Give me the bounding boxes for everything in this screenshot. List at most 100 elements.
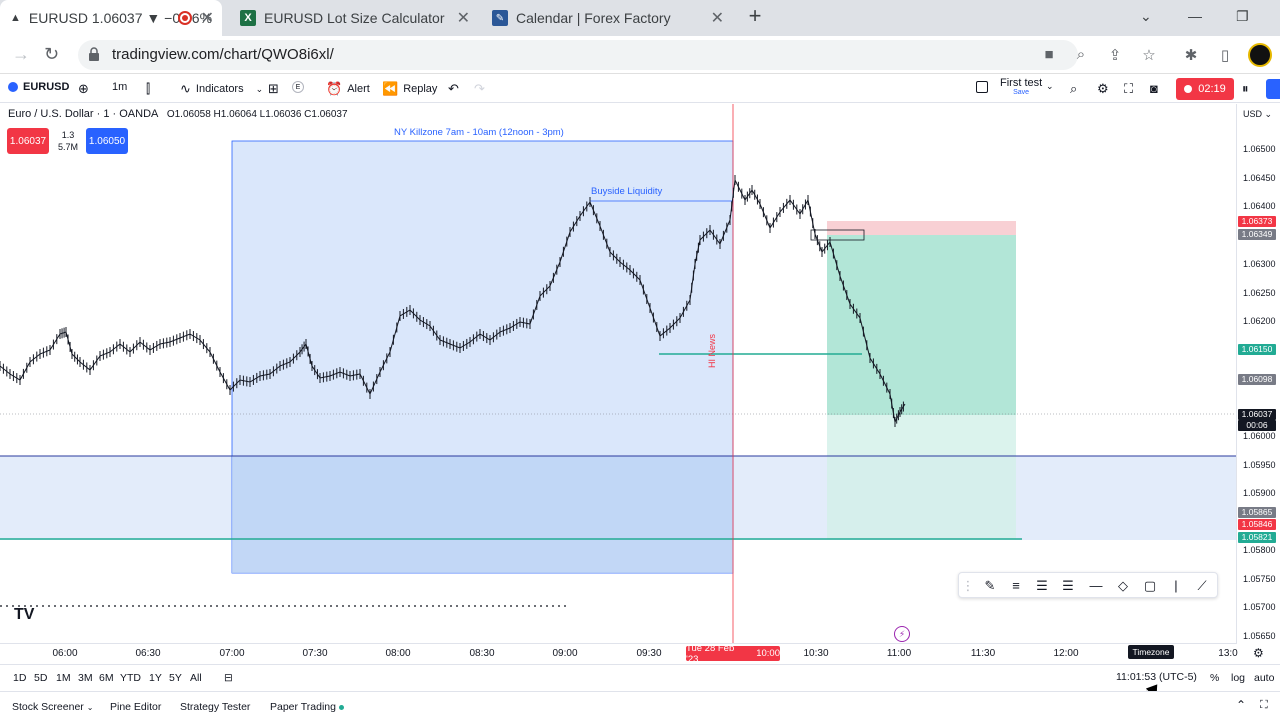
- address-bar: → ↻ tradingview.com/chart/QWO8i6xl/ ■ ⌕ …: [0, 36, 1280, 74]
- vertical-line-icon[interactable]: |: [1174, 578, 1178, 593]
- stock-screener-label: Stock Screener: [12, 701, 84, 713]
- log-scale-button[interactable]: log: [1231, 672, 1246, 684]
- interval-button[interactable]: 1m: [112, 81, 127, 93]
- buyside-liquidity-label[interactable]: Buyside Liquidity: [591, 186, 663, 197]
- sidepanel-icon[interactable]: ▯: [1220, 47, 1230, 64]
- tradingview-logo[interactable]: TV: [14, 606, 35, 623]
- time-axis[interactable]: [0, 643, 1236, 663]
- price-label: 1.06000: [1243, 431, 1276, 441]
- tab-search-chevron-icon[interactable]: ⌄: [1140, 8, 1152, 24]
- goto-date-icon[interactable]: ⊟: [224, 672, 233, 684]
- collapse-panel-icon[interactable]: ⌃: [1236, 698, 1247, 712]
- lightning-event-icon[interactable]: ⚡: [894, 626, 910, 642]
- camera-icon[interactable]: ■: [1044, 46, 1054, 63]
- maximize-panel-icon[interactable]: ⛶: [1260, 699, 1268, 711]
- clock-timezone[interactable]: 11:01:53 (UTC-5): [1116, 671, 1197, 683]
- recording-timer-button[interactable]: 02:19: [1176, 78, 1234, 100]
- indicators-button[interactable]: ∿ Indicators ⌄: [180, 81, 263, 97]
- line-color-icon[interactable]: ≡: [1012, 578, 1020, 593]
- price-tag-gray2: 1.05865: [1238, 507, 1276, 518]
- settings-gear-icon[interactable]: ⚙: [1097, 81, 1109, 96]
- layout-chevron-icon[interactable]: ⌄: [1046, 81, 1054, 91]
- replay-label: Replay: [403, 83, 438, 95]
- range-3m[interactable]: 3M: [78, 672, 93, 684]
- replay-button[interactable]: ⏪ Replay: [382, 81, 437, 97]
- range-ytd[interactable]: YTD: [120, 672, 141, 684]
- e-button[interactable]: E: [292, 81, 304, 93]
- zoom-icon[interactable]: ⌕: [1076, 46, 1086, 63]
- range-1d[interactable]: 1D: [13, 672, 27, 684]
- hi-news-label[interactable]: HI News: [707, 333, 717, 368]
- tab-close-icon[interactable]: ✕: [710, 10, 724, 27]
- candles: [0, 178, 906, 424]
- layout-name-button[interactable]: First test Save: [1000, 78, 1042, 98]
- tab-close-icon[interactable]: ✕: [200, 10, 214, 27]
- currency-selector[interactable]: USD ⌄: [1243, 109, 1273, 119]
- tab-eurusd-chart[interactable]: ▲ EURUSD 1.06037 ▼ −0.06% ✕: [0, 0, 222, 36]
- drag-handle-icon[interactable]: ⋮: [961, 578, 975, 593]
- fullscreen-icon[interactable]: ⛶: [1124, 81, 1134, 96]
- tab-forex-factory[interactable]: ✎ Calendar | Forex Factory ✕: [482, 0, 732, 36]
- buy-button[interactable]: 1.06050: [86, 128, 128, 154]
- url-text[interactable]: tradingview.com/chart/QWO8i6xl/: [112, 46, 334, 63]
- snapshot-camera-icon[interactable]: ◙: [1150, 81, 1158, 96]
- time-label: 09:30: [636, 648, 662, 659]
- range-1m[interactable]: 1M: [56, 672, 71, 684]
- eye-icon[interactable]: ◇: [1118, 578, 1128, 593]
- short-target-area-lower: [827, 415, 1016, 539]
- range-all[interactable]: All: [190, 672, 202, 684]
- profile-avatar[interactable]: [1248, 43, 1272, 67]
- pause-icon[interactable]: ⏸: [1242, 81, 1249, 96]
- sidebar-toggle-icon[interactable]: [1266, 79, 1280, 99]
- forward-icon[interactable]: →: [12, 44, 30, 64]
- axis-settings-gear-icon[interactable]: ⚙: [1253, 646, 1264, 660]
- alert-button[interactable]: ⏰ Alert: [326, 81, 370, 97]
- bookmark-star-icon[interactable]: ☆: [1142, 47, 1156, 64]
- restore-icon[interactable]: ❐: [1236, 8, 1249, 24]
- time-label: 10:30: [803, 648, 829, 659]
- compare-add-icon[interactable]: ⊕: [78, 81, 89, 96]
- sell-button[interactable]: 1.06037: [7, 128, 49, 154]
- chart-toolbar: EURUSD ⊕ 1m ⫿ ∿ Indicators ⌄ ⊞ E ⏰ Alert…: [0, 75, 1280, 103]
- e-label: E: [292, 81, 304, 93]
- range-5d[interactable]: 5D: [34, 672, 48, 684]
- templates-icon[interactable]: ⊞: [268, 81, 279, 96]
- killzone-label[interactable]: NY Killzone 7am - 10am (12noon - 3pm): [394, 127, 564, 138]
- alert-label: Alert: [347, 83, 370, 95]
- strategy-tester-tab[interactable]: Strategy Tester: [180, 701, 251, 713]
- symbol-search[interactable]: EURUSD: [8, 81, 69, 93]
- record-dot-icon: [1184, 85, 1193, 93]
- tab-lot-size-calculator[interactable]: X EURUSD Lot Size Calculator ✕: [230, 0, 478, 36]
- extensions-icon[interactable]: ✱: [1184, 47, 1198, 64]
- line-style-icon[interactable]: ☰: [1036, 578, 1048, 593]
- omnibox[interactable]: tradingview.com/chart/QWO8i6xl/: [78, 40, 1078, 70]
- quick-search-icon[interactable]: ⌕: [1070, 81, 1078, 96]
- stock-screener-tab[interactable]: Stock Screener ⌄: [12, 701, 93, 713]
- range-6m[interactable]: 6M: [99, 672, 114, 684]
- tab-title: EURUSD Lot Size Calculator: [264, 10, 445, 26]
- reload-icon[interactable]: ↻: [44, 44, 60, 64]
- percent-scale-button[interactable]: %: [1210, 672, 1220, 684]
- pine-editor-tab[interactable]: Pine Editor: [110, 701, 162, 713]
- layout-checkbox-icon[interactable]: [976, 81, 988, 93]
- candles-type-icon[interactable]: ⫿: [146, 81, 151, 96]
- tab-close-icon[interactable]: ✕: [456, 10, 470, 27]
- auto-scale-button[interactable]: auto: [1254, 672, 1275, 684]
- undo-icon[interactable]: ↶: [448, 81, 459, 96]
- trend-line-icon[interactable]: ⟋: [1197, 578, 1207, 593]
- candle-ticks: [0, 175, 904, 427]
- brush-icon[interactable]: ✎: [984, 578, 996, 593]
- new-tab-button[interactable]: +: [748, 3, 762, 28]
- line-width-icon[interactable]: ☰: [1062, 578, 1074, 593]
- price-label: 1.06300: [1243, 259, 1276, 269]
- range-5y[interactable]: 5Y: [169, 672, 182, 684]
- minimize-icon[interactable]: —: [1188, 8, 1202, 24]
- range-1y[interactable]: 1Y: [149, 672, 162, 684]
- paper-trading-tab[interactable]: Paper Trading: [270, 701, 344, 713]
- redo-icon[interactable]: ↷: [474, 81, 485, 96]
- share-icon[interactable]: ⇪: [1108, 47, 1122, 64]
- horizontal-line-icon[interactable]: —: [1089, 578, 1103, 593]
- excel-favicon-icon: X: [240, 10, 256, 26]
- rectangle-icon[interactable]: ▢: [1143, 578, 1157, 593]
- price-chart[interactable]: [0, 104, 1280, 664]
